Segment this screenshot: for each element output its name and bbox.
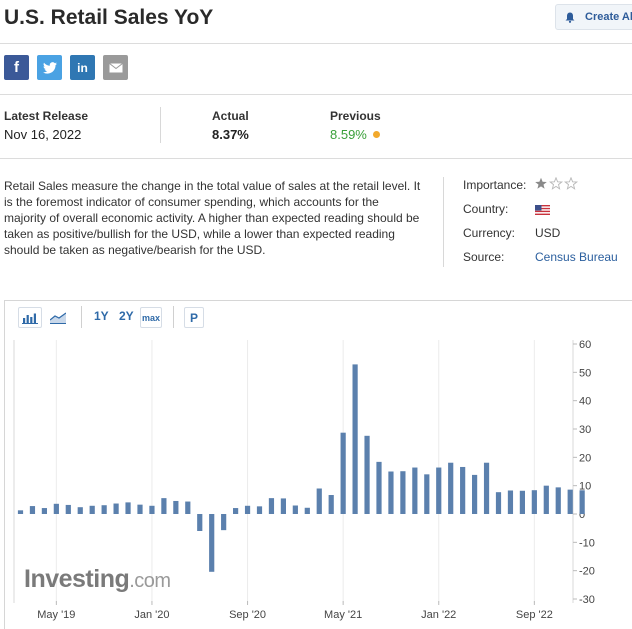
- previous-label: Previous: [330, 109, 381, 123]
- importance-label: Importance:: [463, 178, 527, 192]
- facebook-share-button[interactable]: f: [4, 55, 29, 80]
- email-icon: [108, 62, 123, 72]
- event-description: Retail Sales measure the change in the t…: [4, 179, 421, 257]
- linkedin-icon: in: [77, 60, 88, 75]
- toolbar-divider: [81, 306, 82, 328]
- page-title: U.S. Retail Sales YoY: [4, 6, 214, 29]
- toolbar-divider: [173, 306, 174, 328]
- us-flag-icon: [535, 204, 550, 218]
- importance-stars: [535, 176, 581, 194]
- create-alert-button[interactable]: Create Al: [555, 4, 632, 30]
- bell-icon: [565, 12, 575, 23]
- watermark-brand: Investing: [24, 565, 130, 593]
- range-2y-button[interactable]: 2Y: [119, 309, 134, 323]
- area-chart-button[interactable]: [46, 307, 70, 328]
- divider: [0, 94, 632, 95]
- bar-chart-button[interactable]: [18, 307, 42, 328]
- p-label: P: [189, 310, 198, 325]
- divider: [0, 43, 632, 44]
- previous-value-group: 8.59%: [330, 127, 380, 142]
- create-alert-label: Create Al: [585, 11, 632, 23]
- chart-panel: [4, 300, 632, 629]
- watermark-suffix: .com: [129, 570, 171, 592]
- currency-value: USD: [535, 226, 561, 240]
- range-1y-button[interactable]: 1Y: [94, 309, 109, 323]
- bar-chart-icon: [22, 313, 38, 324]
- range-max-label: max: [141, 312, 160, 323]
- range-max-button[interactable]: max: [140, 307, 162, 328]
- divider: [160, 107, 161, 143]
- star-empty-icon: [548, 176, 564, 190]
- country-label: Country:: [463, 202, 509, 216]
- p-button[interactable]: P: [184, 307, 204, 328]
- latest-release-date: Nov 16, 2022: [4, 127, 82, 142]
- divider: [0, 158, 632, 159]
- source-label: Source:: [463, 250, 505, 264]
- divider: [443, 177, 444, 267]
- star-empty-icon: [563, 176, 579, 190]
- previous-value: 8.59%: [330, 127, 367, 142]
- latest-release-label: Latest Release: [4, 109, 89, 123]
- actual-label: Actual: [212, 109, 249, 123]
- area-chart-icon: [50, 312, 66, 324]
- facebook-icon: f: [14, 59, 19, 76]
- investing-watermark: Investing.com: [24, 565, 171, 594]
- actual-value: 8.37%: [212, 127, 249, 142]
- currency-label: Currency:: [463, 226, 516, 240]
- email-share-button[interactable]: [103, 55, 128, 80]
- source-link[interactable]: Census Bureau: [535, 250, 618, 264]
- star-filled-icon: [535, 177, 547, 189]
- twitter-icon: [42, 61, 57, 74]
- twitter-share-button[interactable]: [37, 55, 62, 80]
- linkedin-share-button[interactable]: in: [70, 55, 95, 80]
- status-dot-icon: [372, 131, 380, 138]
